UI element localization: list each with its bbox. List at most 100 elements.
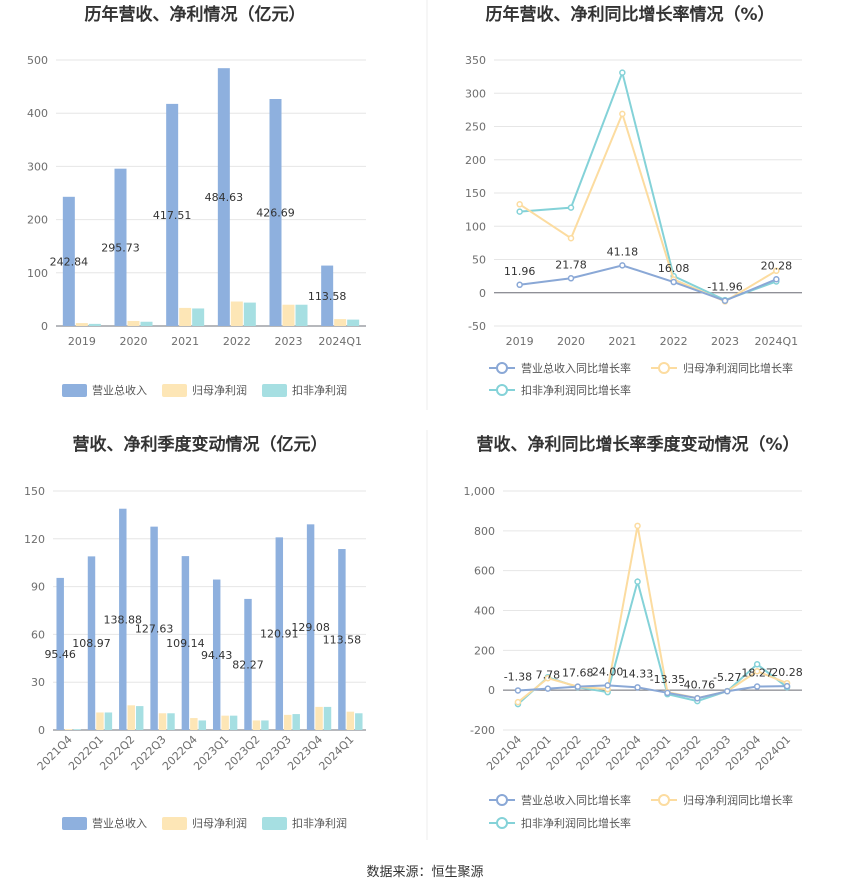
chart-4: 营收、净利同比增长率季度变动情况（%） -200 0 200 400 600 800 1,00…	[464, 434, 803, 830]
data-label: 20.28	[771, 666, 803, 679]
bar-net-profit	[190, 718, 198, 730]
bar-revenue	[87, 556, 96, 730]
bar-net-profit	[346, 711, 355, 730]
data-label: 108.97	[72, 637, 111, 650]
bar-net-profit	[158, 713, 167, 730]
data-point	[694, 695, 701, 702]
y-tick-label: 200	[27, 214, 48, 227]
x-tick-label: 2019	[506, 335, 534, 348]
data-point	[544, 674, 552, 682]
data-label: 295.73	[101, 241, 140, 254]
y-tick-label: 500	[27, 54, 48, 67]
bar-net-profit	[284, 714, 292, 730]
bar-deducted-profit	[261, 720, 269, 730]
data-label: 127.63	[135, 622, 174, 635]
y-tick-label: 250	[465, 121, 486, 134]
legend-swatch-marker	[496, 817, 508, 829]
legend-swatch-marker	[658, 794, 670, 806]
bar-net-profit	[230, 301, 243, 326]
y-tick-label: 300	[27, 160, 48, 173]
y-tick-label: 350	[465, 54, 486, 67]
data-point	[619, 69, 626, 76]
legend-label: 归母净利润同比增长率	[683, 793, 793, 807]
y-tick-label: 30	[31, 676, 45, 689]
y-tick-label: 600	[474, 565, 495, 578]
bar-revenue	[62, 196, 75, 326]
bar-deducted-profit	[88, 323, 101, 326]
legend-label: 扣非净利润	[292, 383, 347, 397]
data-label: 426.69	[256, 207, 295, 220]
bar-revenue	[150, 526, 158, 730]
data-label: -40.76	[680, 678, 715, 691]
data-label: 7.78	[536, 669, 561, 682]
bar-deducted-profit	[295, 304, 308, 326]
bar-revenue	[212, 579, 221, 730]
data-point	[516, 281, 523, 289]
bar-deducted-profit	[243, 302, 256, 326]
legend-swatch-marker	[496, 362, 508, 374]
data-label: 14.33	[622, 667, 654, 680]
data-point	[619, 262, 626, 269]
bar-net-profit	[252, 720, 261, 730]
data-point	[514, 687, 522, 694]
legend-swatch	[162, 384, 187, 397]
data-point	[516, 201, 523, 208]
data-label: 17.68	[562, 667, 594, 680]
data-point	[634, 522, 641, 530]
x-tick-label: 2019	[68, 335, 96, 348]
bar-revenue	[338, 549, 346, 730]
data-label: 82.27	[232, 658, 264, 671]
y-tick-label: 150	[24, 485, 45, 498]
data-label: 41.18	[607, 245, 639, 258]
y-tick-label: -200	[470, 724, 495, 737]
data-label: 109.14	[166, 637, 205, 650]
data-point	[670, 278, 677, 286]
data-point	[604, 682, 611, 689]
y-tick-label: 0	[38, 724, 45, 737]
bar-net-profit	[64, 729, 73, 730]
x-tick-label: 2021	[171, 335, 199, 348]
chart-2: 历年营收、净利同比增长率情况（%） -50 0 50 100 150 200 250 300 35…	[465, 4, 802, 397]
source-note: 数据来源：恒生聚源	[366, 865, 483, 880]
y-tick-label: 0	[41, 320, 48, 333]
data-label: -5.27	[713, 671, 741, 684]
bar-deducted-profit	[167, 713, 175, 730]
data-label: -13.35	[650, 673, 685, 686]
y-tick-label: 100	[27, 267, 48, 280]
data-label: -11.96	[707, 281, 742, 294]
legend-label: 营业总收入	[92, 383, 147, 397]
data-label: 113.58	[308, 290, 347, 303]
y-tick-label: 0	[488, 684, 495, 697]
bar-net-profit	[127, 320, 140, 326]
chart-title: 营收、净利同比增长率季度变动情况（%）	[476, 434, 799, 455]
y-tick-label: 90	[31, 581, 45, 594]
bar-net-profit	[75, 323, 88, 326]
bar-net-profit	[127, 705, 135, 730]
bar-deducted-profit	[104, 712, 113, 730]
legend-swatch-marker	[658, 362, 670, 374]
legend-label: 归母净利润	[192, 383, 247, 397]
data-label: 113.58	[323, 634, 362, 647]
series-line-net-profit	[517, 525, 788, 703]
data-point	[724, 687, 731, 695]
y-tick-label: 800	[474, 525, 495, 538]
data-point	[753, 661, 761, 668]
legend-swatch-marker	[496, 384, 508, 396]
bar-revenue	[119, 508, 127, 730]
legend-label: 归母净利润	[192, 816, 247, 830]
legend-label: 营业总收入同比增长率	[521, 361, 631, 375]
x-tick-label: 2020	[120, 335, 148, 348]
data-point	[574, 683, 581, 690]
chart-3: 营收、净利季度变动情况（亿元）03060901201502021Q42022Q1…	[24, 434, 366, 830]
bar-revenue	[166, 103, 179, 327]
data-label: 484.63	[205, 191, 244, 204]
x-tick-label: 2021	[608, 335, 636, 348]
y-tick-label: 300	[465, 87, 486, 100]
data-label: 11.96	[504, 265, 536, 278]
legend-label: 营业总收入	[92, 816, 147, 830]
bar-revenue	[306, 524, 315, 730]
bar-deducted-profit	[355, 713, 363, 730]
bar-net-profit	[315, 706, 323, 730]
